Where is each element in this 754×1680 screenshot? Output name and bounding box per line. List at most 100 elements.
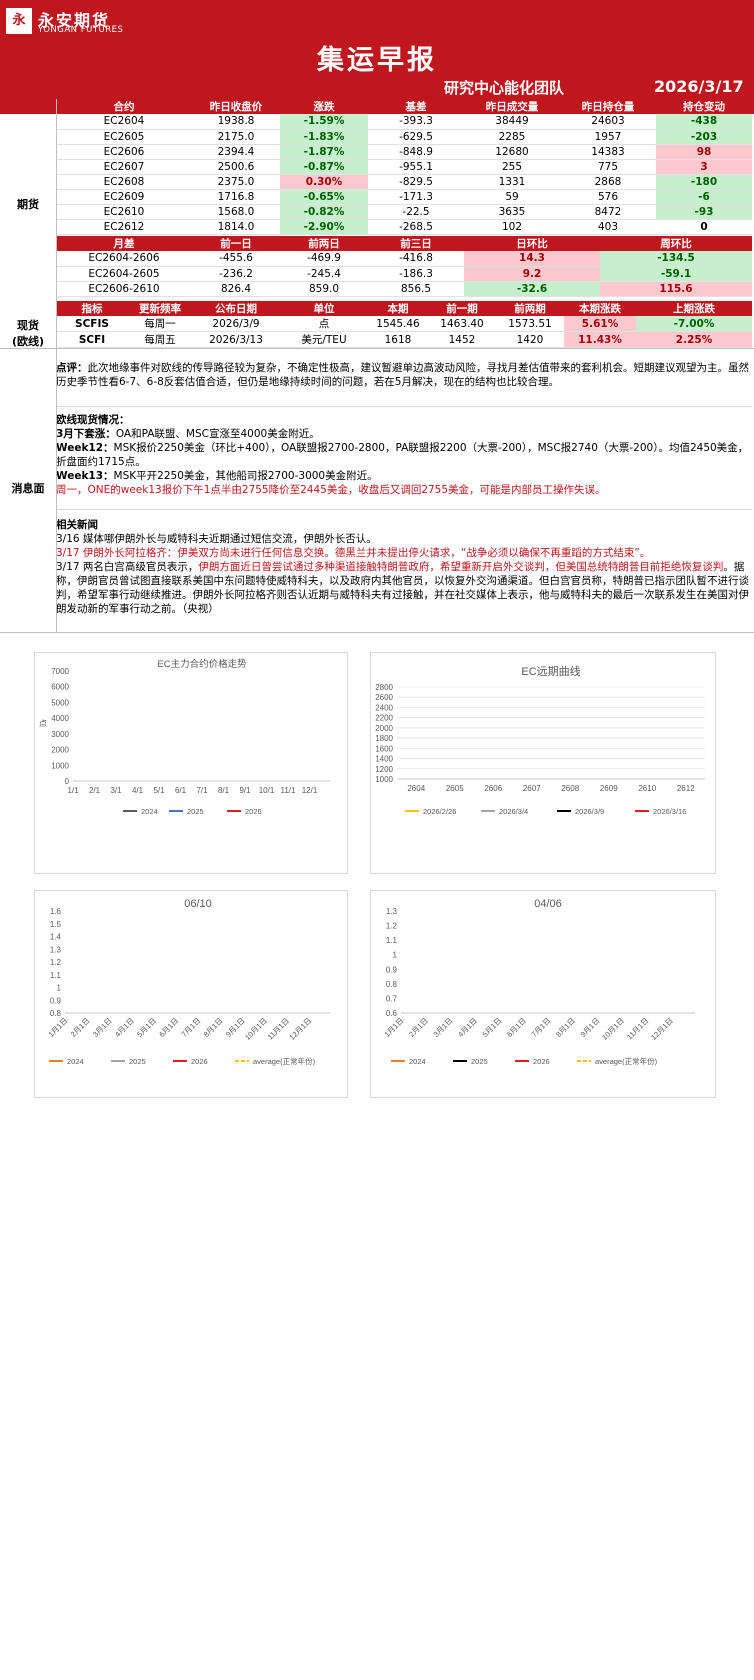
table-cell: 14383 — [560, 144, 656, 160]
table-cell: -134.5 — [600, 251, 752, 267]
table-cell: 单位 — [280, 301, 368, 316]
y-tick-label: 1400 — [375, 755, 393, 764]
table-cell: 每周一 — [128, 316, 192, 332]
table-cell: -393.3 — [368, 114, 464, 130]
table-cell: 11.43% — [564, 331, 636, 348]
table-cell: 本期涨跌 — [564, 301, 636, 316]
y-tick-label: 3000 — [51, 730, 69, 739]
x-tick-label: 11月1日 — [625, 1016, 650, 1041]
x-tick-label: 11/1 — [281, 786, 297, 795]
x-tick-label: 2607 — [523, 784, 541, 793]
table-cell: -22.5 — [368, 204, 464, 220]
x-tick-label: 2月1日 — [407, 1016, 430, 1039]
table-cell: 更新频率 — [128, 301, 192, 316]
table-cell: 昨日收盘价 — [192, 99, 280, 114]
table-cell: SCFI — [56, 331, 128, 348]
x-tick-label: 1/1 — [67, 786, 79, 795]
table-cell: 2868 — [560, 174, 656, 190]
table-cell: 每周五 — [128, 331, 192, 348]
x-tick-label: 2/1 — [89, 786, 101, 795]
table-cell: 1545.46 — [368, 316, 428, 332]
table-cell: 1331 — [464, 174, 560, 190]
x-tick-label: 6/1 — [175, 786, 187, 795]
x-tick-label: 7月1日 — [180, 1016, 203, 1039]
x-tick-label: 2606 — [484, 784, 502, 793]
table-cell: 9.2 — [464, 266, 600, 282]
table-cell: -1.87% — [280, 144, 368, 160]
table-row: SCFI 每周五 2026/3/13 美元/TEU 1618 1452 1420 11.43%… — [56, 331, 752, 348]
table-row: EC2605 2175.0 -1.83% -629.5 2285 1957 -203 — [56, 129, 752, 145]
table-row: EC2604-2605 -236.2 -245.4 -186.3 9.2 -59.1 — [56, 266, 752, 282]
table-row: EC2608 2375.0 0.30% -829.5 1331 2868 -180 — [56, 174, 752, 190]
news-item-3-red: 伊朗方面近日曾尝试通过多种渠道接触特朗普政府，希望重新开启外交谈判，但美国总统特… — [198, 561, 724, 573]
x-tick-label: 4月1日 — [113, 1016, 136, 1039]
y-axis-label: 点 — [39, 719, 47, 728]
y-tick-label: 1.3 — [386, 907, 398, 916]
table-cell: 2175.0 — [192, 129, 280, 145]
legend-label: 2024 — [409, 1057, 426, 1066]
table-cell: -2.90% — [280, 219, 368, 235]
x-tick-label: 8月1日 — [202, 1016, 225, 1039]
week12-text: MSK报价2250美金（环比+400），OA联盟报2700-2800，PA联盟报… — [56, 442, 749, 468]
spot-label: 现货 — [17, 319, 39, 332]
chart-forward-curve: EC远期曲线 2800 2600 2400 2200 2000 1800 1600 1400 12… — [370, 652, 716, 874]
table-cell: -0.65% — [280, 189, 368, 205]
table-cell: 日环比 — [464, 236, 600, 251]
x-tick-label: 2612 — [677, 784, 695, 793]
table-cell: 2394.4 — [192, 144, 280, 160]
table-cell: 持仓变动 — [656, 99, 752, 114]
y-tick-label: 2200 — [375, 714, 393, 723]
table-cell: -416.8 — [368, 251, 464, 267]
table-cell: 涨跌 — [280, 99, 368, 114]
x-tick-label: 9/1 — [239, 786, 251, 795]
table-cell: -438 — [656, 114, 752, 130]
x-tick-label: 3月1日 — [432, 1016, 455, 1039]
x-tick-label: 5月1日 — [135, 1016, 158, 1039]
table-row: EC2607 2500.6 -0.87% -955.1 255 775 3 — [56, 159, 752, 175]
x-tick-label: 2605 — [446, 784, 464, 793]
futures-table: 合约 昨日收盘价 涨跌 基差 昨日成交量 昨日持仓量 持仓变动 EC2604 1938.8 -1… — [56, 99, 752, 235]
table-cell: 98 — [656, 144, 752, 160]
table-cell: EC2606-2610 — [56, 281, 192, 297]
table-cell: 1716.8 — [192, 189, 280, 205]
table-cell: -186.3 — [368, 266, 464, 282]
y-tick-label: 2000 — [51, 746, 69, 755]
related-news-block: 相关新闻 3/16 媒体哪伊朗外长与威特科夫近期通过短信交流，伊朗外长否认。 3… — [56, 518, 752, 616]
table-row: EC2610 1568.0 -0.82% -22.5 3635 8472 -93 — [56, 204, 752, 220]
table-cell: -203 — [656, 129, 752, 145]
news-item-3-post: 。据称，伊朗官员曾试图直接联系美国中东问题特使威特科夫，以及政府内其他官员，以恢… — [56, 561, 749, 615]
table-cell: -32.6 — [464, 281, 600, 297]
table-cell: -455.6 — [192, 251, 280, 267]
y-tick-label: 1 — [393, 951, 398, 960]
spot-side-label: 现货 (欧线) — [0, 317, 56, 349]
table-cell: 美元/TEU — [280, 331, 368, 348]
table-row: EC2604-2606 -455.6 -469.9 -416.8 14.3 -134.5 — [56, 251, 752, 267]
table-cell: 2.25% — [636, 331, 752, 348]
report-header: 永 永安期货 YONGAN FUTURES 集运早报 研究中心能化团队 2026… — [0, 0, 754, 114]
comment-text: 此次地缘事件对欧线的传导路径较为复杂，不确定性极高，建议暂避单边高波动风险，寻找… — [56, 362, 749, 388]
table-cell: 1573.51 — [496, 316, 564, 332]
table-cell: -469.9 — [280, 251, 368, 267]
legend-label: 2026/3/16 — [653, 807, 686, 816]
table-cell: 2026/3/13 — [192, 331, 280, 348]
spot-sub-label: (欧线) — [11, 335, 45, 348]
x-tick-label: 5/1 — [153, 786, 165, 795]
x-tick-label: 4月1日 — [456, 1016, 479, 1039]
legend-label: 2026/3/9 — [575, 807, 604, 816]
table-cell: EC2612 — [56, 219, 192, 235]
x-tick-label: 12月1日 — [649, 1016, 675, 1042]
table-cell: -245.4 — [280, 266, 368, 282]
y-tick-label: 1.1 — [50, 971, 62, 980]
table-cell: 1463.40 — [428, 316, 496, 332]
table-cell: 1814.0 — [192, 219, 280, 235]
y-tick-label: 6000 — [51, 683, 69, 692]
y-tick-label: 1.2 — [386, 922, 398, 931]
y-tick-label: 0.7 — [386, 994, 398, 1003]
table-cell: EC2604-2606 — [56, 251, 192, 267]
x-tick-label: 10/1 — [259, 786, 275, 795]
legend-label: 2025 — [187, 807, 204, 816]
legend-label: 2025 — [471, 1057, 488, 1066]
week13-label: Week13： — [56, 470, 114, 482]
spot-table: 指标 更新频率 公布日期 单位 本期 前一期 前两期 本期涨跌 上期涨跌 SCFIS 每周一 202… — [56, 301, 752, 348]
table-cell: 102 — [464, 219, 560, 235]
